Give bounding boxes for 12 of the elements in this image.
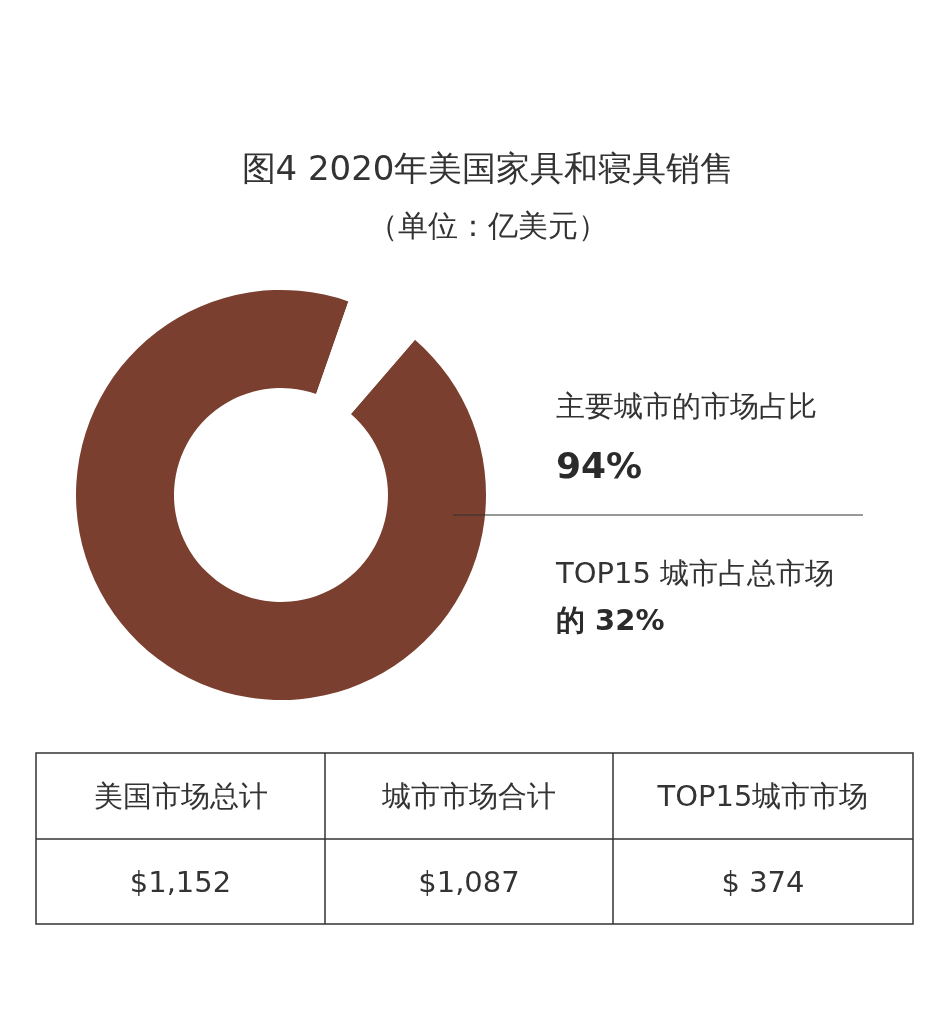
text: TOP15城市市场	[656, 779, 869, 813]
chart-title: 图4 2020年美国家具和寝具销售	[241, 148, 735, 188]
chart-subtitle: （单位：亿美元）	[368, 208, 608, 243]
data-label: 94%	[556, 445, 643, 486]
text: $1,152	[129, 864, 232, 899]
text: 城市市场合计	[381, 779, 556, 813]
text: 的 32%	[556, 603, 665, 637]
text: 美国市场总计	[93, 779, 268, 813]
slice-label: 主要城市的市场占比	[556, 389, 817, 423]
text: TOP15 城市占总市场	[555, 556, 835, 590]
text: $1,087	[418, 864, 520, 899]
text: $ 374	[721, 864, 805, 899]
